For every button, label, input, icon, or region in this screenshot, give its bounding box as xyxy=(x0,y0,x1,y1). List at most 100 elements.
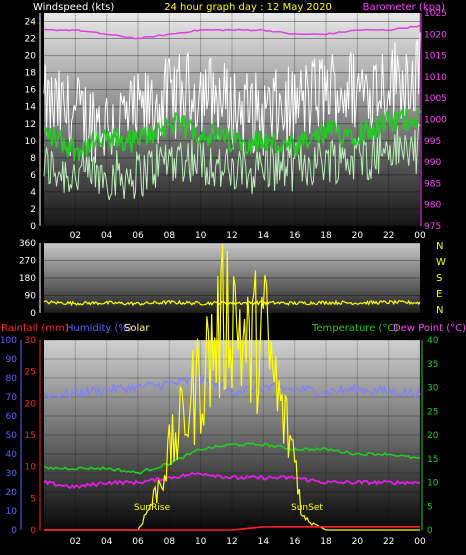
sunset-label: SunSet xyxy=(291,503,323,513)
humidity-tick-label: 50 xyxy=(6,431,18,441)
rainfall-series-line xyxy=(44,526,420,531)
climate-x-tick-label: 14 xyxy=(258,537,270,547)
compass-n-top: N xyxy=(436,241,443,252)
legend-solar: Solar xyxy=(124,323,150,334)
compass-w: W xyxy=(436,257,446,268)
climate-x-tick-label: 16 xyxy=(289,537,301,547)
temperature-tick-label: 40 xyxy=(427,336,439,346)
climate-x-tick-label: 18 xyxy=(320,537,332,547)
wind-y-tick-label: 16 xyxy=(25,86,37,96)
direction-y-tick-label: 180 xyxy=(19,274,36,284)
wind-average-series-line xyxy=(43,108,421,161)
legend-humidity: Humidity (%) xyxy=(66,323,132,334)
humidity-tick-label: 0 xyxy=(11,526,17,536)
climate-x-tick-label: 12 xyxy=(226,537,237,547)
rain-tick-label: 15 xyxy=(25,431,36,441)
temperature-tick-label: 20 xyxy=(427,431,439,441)
compass-e: E xyxy=(436,289,442,300)
rain-tick-label: 20 xyxy=(25,399,37,409)
direction-y-tick-label: 360 xyxy=(19,239,36,249)
climate-grid xyxy=(20,339,423,531)
direction-y-tick-label: 0 xyxy=(30,309,36,319)
gust-series-line xyxy=(43,122,421,201)
windspeed-axis-title: Windspeed (kts) xyxy=(33,2,114,13)
wind-y-tick-label: 22 xyxy=(25,35,36,45)
wind-y-tick-label: 20 xyxy=(25,52,37,62)
temperature-tick-label: 5 xyxy=(427,502,433,512)
axis-labels: 0246810121416182022249759809859909951000… xyxy=(0,9,447,547)
barometer-tick-label: 985 xyxy=(424,179,441,189)
wind-y-tick-label: 18 xyxy=(25,69,37,79)
dewpoint-series-line xyxy=(43,471,421,490)
legend-temperature: Temperature (°C) xyxy=(311,323,398,334)
wind-x-tick-label: 10 xyxy=(195,231,207,241)
barometer-tick-label: 1025 xyxy=(424,9,447,19)
temperature-tick-label: 15 xyxy=(427,455,438,465)
wind-y-tick-label: 24 xyxy=(25,18,37,28)
wind-x-tick-label: 06 xyxy=(132,231,144,241)
wind-x-tick-label: 18 xyxy=(320,231,332,241)
compass-n-bottom: N xyxy=(436,305,443,316)
climate-series xyxy=(43,244,421,531)
climate-x-tick-label: 02 xyxy=(70,537,81,547)
rain-tick-label: 0 xyxy=(30,526,36,536)
temperature-tick-label: 35 xyxy=(427,360,438,370)
humidity-tick-label: 90 xyxy=(6,355,18,365)
temperature-tick-label: 25 xyxy=(427,407,438,417)
barometer-tick-label: 990 xyxy=(424,158,441,168)
wind-y-tick-label: 10 xyxy=(25,137,37,147)
wind-y-tick-label: 4 xyxy=(30,188,36,198)
wind-x-tick-label: 14 xyxy=(258,231,270,241)
barometer-tick-label: 1010 xyxy=(424,73,447,83)
wind-grid xyxy=(39,13,422,227)
wind-y-tick-label: 6 xyxy=(30,171,36,181)
wind-y-tick-label: 2 xyxy=(30,205,36,215)
humidity-tick-label: 80 xyxy=(6,374,18,384)
direction-y-tick-label: 270 xyxy=(19,257,36,267)
legend-dewpoint: Dew Point (°C) xyxy=(393,323,466,334)
barometer-tick-label: 995 xyxy=(424,137,441,147)
barometer-tick-label: 975 xyxy=(424,222,441,232)
humidity-tick-label: 40 xyxy=(6,450,18,460)
direction-series xyxy=(43,299,421,307)
wind-direction-series-line xyxy=(43,299,421,307)
wind-x-tick-label: 12 xyxy=(226,231,237,241)
legend-rainfall: Rainfall (mm) xyxy=(1,323,69,334)
rain-tick-label: 5 xyxy=(30,494,36,504)
climate-x-tick-label: 08 xyxy=(164,537,176,547)
windspeed-series-line xyxy=(43,32,421,163)
rain-tick-label: 10 xyxy=(25,463,37,473)
barometer-tick-label: 1005 xyxy=(424,94,447,104)
barometer-tick-label: 1000 xyxy=(424,116,447,126)
wind-y-tick-label: 12 xyxy=(25,120,36,130)
barometer-tick-label: 1020 xyxy=(424,30,447,40)
wind-y-tick-label: 0 xyxy=(30,222,36,232)
wind-x-tick-label: 02 xyxy=(70,231,81,241)
humidity-tick-label: 10 xyxy=(6,507,18,517)
wind-x-tick-label: 16 xyxy=(289,231,301,241)
rain-tick-label: 25 xyxy=(25,368,36,378)
graph-title: 24 hour graph day : 12 May 2020 xyxy=(164,2,332,13)
climate-x-tick-label: 20 xyxy=(352,537,364,547)
wind-x-tick-label: 00 xyxy=(414,231,426,241)
wind-x-tick-label: 22 xyxy=(383,231,394,241)
temperature-tick-label: 10 xyxy=(427,479,439,489)
direction-grid xyxy=(39,242,420,314)
barometer-tick-label: 1015 xyxy=(424,52,447,62)
rain-tick-label: 30 xyxy=(25,336,37,346)
humidity-tick-label: 70 xyxy=(6,393,18,403)
sunrise-label: SunRise xyxy=(134,503,171,513)
wind-series xyxy=(43,24,421,201)
barometer-tick-label: 980 xyxy=(424,201,441,211)
climate-x-tick-label: 06 xyxy=(132,537,144,547)
wind-x-tick-label: 20 xyxy=(352,231,364,241)
climate-x-tick-label: 10 xyxy=(195,537,207,547)
temperature-series-line xyxy=(43,442,421,475)
climate-x-tick-label: 04 xyxy=(101,537,113,547)
barometer-series-line xyxy=(43,24,421,40)
humidity-series-line xyxy=(43,373,421,401)
humidity-tick-label: 30 xyxy=(6,469,18,479)
humidity-tick-label: 60 xyxy=(6,412,18,422)
compass-s: S xyxy=(436,273,442,284)
